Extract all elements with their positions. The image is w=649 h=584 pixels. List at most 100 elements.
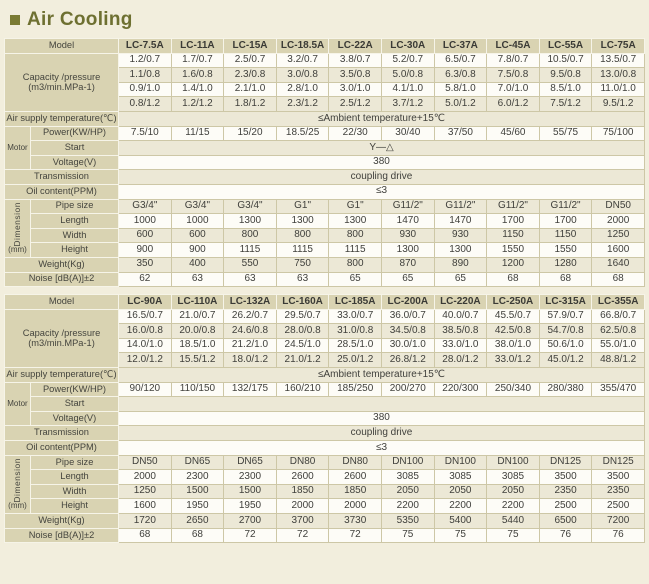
height-value: 900 (118, 242, 172, 258)
height-value: 1600 (591, 242, 645, 258)
pipe-size-value: DN125 (591, 454, 645, 471)
length-value: 1470 (433, 213, 488, 229)
weight-value: 7200 (591, 513, 645, 529)
model-name: LC-55A (538, 38, 593, 54)
capacity-label: Capacity /pressure (m3/min.MPa-1) (3, 308, 120, 369)
square-bullet-icon (10, 15, 20, 25)
model-name: LC-220A (433, 294, 488, 310)
capacity-value: 1.2/0.7 (118, 52, 172, 69)
length-value: 2600 (275, 469, 330, 485)
pipe-size-value: DN80 (328, 454, 382, 471)
transmission-label: Transmission (3, 425, 120, 442)
weight-value: 2700 (223, 513, 277, 529)
weight-value: 3700 (275, 513, 330, 529)
capacity-value: 21.0/0.7 (170, 308, 225, 325)
capacity-value: 0.8/1.2 (118, 96, 172, 112)
width-value: 1850 (328, 483, 382, 500)
capacity-value: 2.3/1.2 (275, 96, 330, 112)
model-name: LC-7.5A (118, 38, 172, 54)
pipe-size-value: G3/4" (223, 198, 277, 215)
spec-table-2: Model LC-90A LC-110A LC-132A LC-160A LC-185A L… (3, 294, 645, 544)
weight-value: 400 (170, 256, 225, 273)
weight-value: 3730 (328, 513, 382, 529)
model-name: LC-200A (380, 294, 435, 310)
length-value: 2300 (223, 469, 277, 485)
table-row: Transmission coupling drive (3, 425, 645, 442)
pipe-size-label: Pipe size (29, 198, 120, 215)
power-value: 110/150 (170, 381, 225, 398)
power-value: 45/60 (486, 125, 540, 142)
power-value: 250/340 (486, 381, 540, 398)
width-value: 1500 (170, 483, 225, 500)
width-value: 2350 (591, 483, 645, 500)
capacity-value: 24.5/1.0 (275, 337, 330, 354)
pipe-size-value: DN125 (538, 454, 593, 471)
noise-value: 75 (380, 527, 435, 544)
weight-label: Weight(Kg) (3, 513, 120, 529)
length-value: 1700 (486, 213, 540, 229)
pipe-size-value: G11/2" (433, 198, 488, 215)
capacity-value: 18.5/1.0 (170, 337, 225, 354)
width-value: 1150 (486, 227, 540, 244)
capacity-label-line2: (m3/min.MPa-1) (28, 338, 95, 349)
capacity-value: 29.5/0.7 (275, 308, 330, 325)
weight-value: 870 (380, 256, 435, 273)
capacity-value: 1.2/1.2 (170, 96, 225, 112)
model-name: LC-185A (328, 294, 382, 310)
capacity-value: 62.5/0.8 (591, 323, 645, 339)
model-name: LC-30A (380, 38, 435, 54)
capacity-value: 5.2/0.7 (380, 52, 435, 69)
pipe-size-value: G11/2" (486, 198, 540, 215)
transmission-label: Transmission (3, 169, 120, 185)
pipe-size-value: DN50 (118, 454, 172, 471)
capacity-value: 54.7/0.8 (538, 323, 593, 339)
table-row: Oil content(PPM) ≤3 (3, 183, 645, 200)
noise-value: 63 (275, 271, 330, 288)
power-value: 15/20 (223, 125, 277, 142)
pipe-size-value: DN100 (486, 454, 540, 471)
air-supply-label: Air supply temperature(℃) (3, 367, 120, 383)
capacity-value: 21.2/1.0 (223, 337, 277, 354)
height-value: 1550 (486, 242, 540, 258)
noise-value: 76 (591, 527, 645, 544)
table-row: 14.0/1.0 18.5/1.0 21.2/1.0 24.5/1.0 28.5/1.0… (5, 337, 645, 354)
capacity-value: 1.6/0.8 (170, 67, 225, 83)
power-value: 30/40 (380, 125, 435, 142)
noise-value: 68 (118, 527, 172, 544)
capacity-value: 2.3/0.8 (223, 67, 277, 83)
length-value: 1000 (170, 213, 225, 229)
voltage-value: 380 (118, 410, 645, 427)
capacity-value: 0.9/1.0 (118, 81, 172, 98)
height-label: Height (29, 498, 120, 514)
capacity-value: 2.5/1.2 (328, 96, 382, 112)
table-row: Start Y—△ (5, 140, 645, 156)
width-value: 2050 (380, 483, 435, 500)
table-row: Oil content(PPM) ≤3 (3, 440, 645, 456)
table-row: Length 2000 2300 2300 2600 2600 3085 3085 3085 35… (5, 469, 645, 485)
weight-value: 1720 (118, 513, 172, 529)
dimension-unit-label: (mm) (8, 501, 27, 511)
model-label: Model (3, 294, 120, 310)
length-value: 1700 (538, 213, 593, 229)
noise-value: 65 (433, 271, 488, 288)
capacity-value: 16.5/0.7 (118, 308, 172, 325)
width-value: 800 (275, 227, 330, 244)
capacity-value: 1.7/0.7 (170, 52, 225, 69)
capacity-value: 14.0/1.0 (118, 337, 172, 354)
table-row: Noise [dB(A)]±2 68 68 72 72 72 75 75 75 76 76 (3, 527, 645, 544)
capacity-value: 3.7/1.2 (380, 96, 435, 112)
table-row: Motor Power(KW/HP) 7.5/10 11/15 15/20 18.5/25… (4, 125, 645, 171)
capacity-value: 34.5/0.8 (380, 323, 435, 339)
capacity-value: 3.0/1.0 (328, 81, 382, 98)
model-name: LC-160A (275, 294, 330, 310)
capacity-value: 1.4/1.0 (170, 81, 225, 98)
capacity-value: 38.5/0.8 (433, 323, 488, 339)
capacity-value: 8.5/1.0 (538, 81, 593, 98)
table-row: Motor Power(KW/HP) 90/120 110/150 132/175 160… (4, 381, 645, 427)
length-value: 3500 (591, 469, 645, 485)
table-row: Width 600 600 800 800 800 930 930 1150 1150 1250 (5, 227, 645, 244)
capacity-value: 7.5/0.8 (486, 67, 540, 83)
table-row: Weight(Kg) 350 400 550 750 800 870 890 1200 1280 1… (3, 256, 645, 273)
model-name: LC-250A (486, 294, 540, 310)
